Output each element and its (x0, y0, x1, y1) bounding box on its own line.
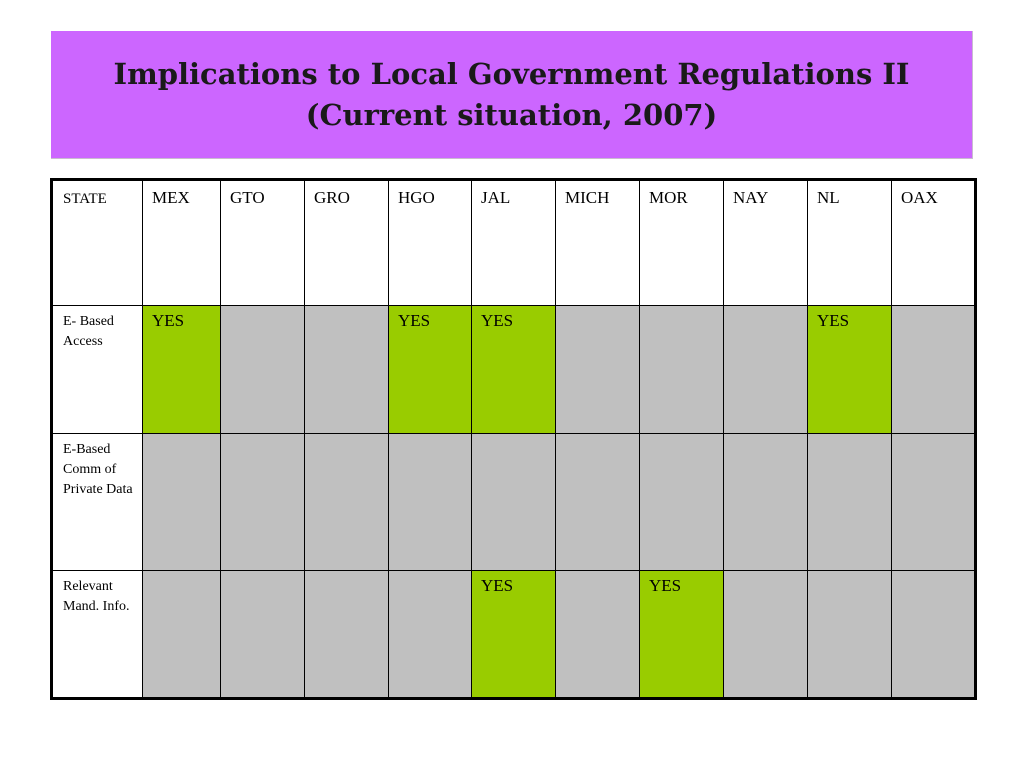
table-row: E-Based Comm of Private Data (51, 433, 976, 571)
header-cell-jal: JAL (471, 179, 556, 306)
header-cell-mor: MOR (639, 179, 724, 306)
table-cell (304, 433, 389, 571)
table-row: E- Based Access YES YES YES YES (51, 305, 976, 434)
table-cell (639, 433, 724, 571)
table-body: STATE MEX GTO GRO HGO JAL MICH MOR NAY NL OAX E- B… (51, 179, 976, 699)
table-cell (723, 305, 808, 434)
table-cell: YES (471, 305, 556, 434)
table-cell: YES (388, 305, 472, 434)
header-cell-gto: GTO (220, 179, 305, 306)
slide-title: Implications to Local Government Regulat… (113, 56, 910, 91)
table-cell (304, 305, 389, 434)
table-cell (220, 433, 305, 571)
header-cell-nay: NAY (723, 179, 808, 306)
table-cell (555, 433, 640, 571)
header-row: STATE MEX GTO GRO HGO JAL MICH MOR NAY NL OAX (51, 179, 976, 306)
header-cell-mich: MICH (555, 179, 640, 306)
table-cell: YES (639, 570, 724, 699)
table-cell (891, 305, 976, 434)
row-label: E-Based Comm of Private Data (51, 433, 143, 571)
row-label: Relevant Mand. Info. (51, 570, 143, 699)
table-row: Relevant Mand. Info. YES YES (51, 570, 976, 699)
header-cell-oax: OAX (891, 179, 976, 306)
header-cell-state: STATE (51, 179, 143, 306)
slide-subtitle: (Current situation, 2007) (305, 97, 718, 132)
table-cell (639, 305, 724, 434)
table-cell (388, 570, 472, 699)
table-cell (723, 433, 808, 571)
table-cell: YES (471, 570, 556, 699)
header-cell-mex: MEX (142, 179, 221, 306)
table-cell (388, 433, 472, 571)
table-cell (304, 570, 389, 699)
table-cell: YES (807, 305, 892, 434)
regulations-table: STATE MEX GTO GRO HGO JAL MICH MOR NAY NL OAX E- B… (50, 178, 977, 700)
table-cell (142, 433, 221, 571)
table-cell (891, 570, 976, 699)
table-cell (555, 305, 640, 434)
table-cell: YES (142, 305, 221, 434)
header-cell-hgo: HGO (388, 179, 472, 306)
title-banner: Implications to Local Government Regulat… (51, 31, 973, 159)
table-cell (555, 570, 640, 699)
table-cell (807, 433, 892, 571)
table-cell (891, 433, 976, 571)
table-cell (142, 570, 221, 699)
table-cell (471, 433, 556, 571)
row-label: E- Based Access (51, 305, 143, 434)
table-cell (807, 570, 892, 699)
table-cell (220, 570, 305, 699)
header-cell-nl: NL (807, 179, 892, 306)
table-cell (220, 305, 305, 434)
table-cell (723, 570, 808, 699)
header-cell-gro: GRO (304, 179, 389, 306)
